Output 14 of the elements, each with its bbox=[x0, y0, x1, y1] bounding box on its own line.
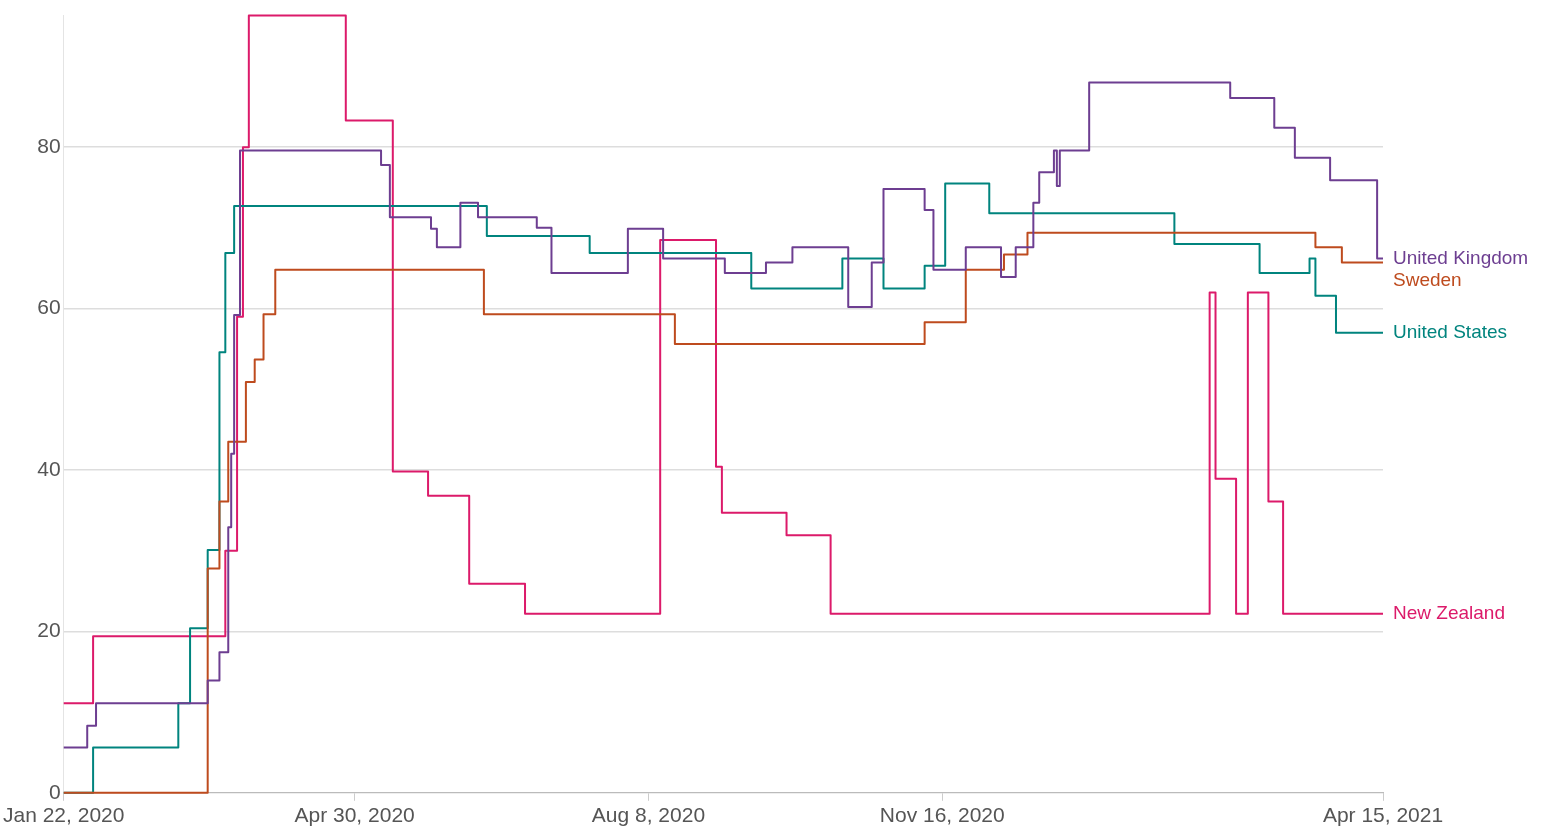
series-label: United States bbox=[1393, 321, 1508, 343]
x-tick-label: Apr 15, 2021 bbox=[1322, 803, 1444, 827]
y-tick-label: 20 bbox=[37, 618, 61, 642]
series-label: United Kingdom bbox=[1393, 246, 1529, 268]
y-tick-label: 40 bbox=[37, 456, 61, 480]
series-label: Sweden bbox=[1393, 268, 1462, 290]
y-tick-label: 80 bbox=[37, 133, 61, 157]
x-tick-label: Jan 22, 2020 bbox=[3, 803, 125, 827]
x-tick-label: Aug 8, 2020 bbox=[591, 803, 706, 827]
y-tick-label: 0 bbox=[49, 779, 61, 803]
series-label: New Zealand bbox=[1393, 601, 1505, 623]
x-tick-label: Nov 16, 2020 bbox=[879, 803, 1005, 827]
y-tick-label: 60 bbox=[37, 295, 61, 319]
x-tick-label: Apr 30, 2020 bbox=[294, 803, 415, 827]
